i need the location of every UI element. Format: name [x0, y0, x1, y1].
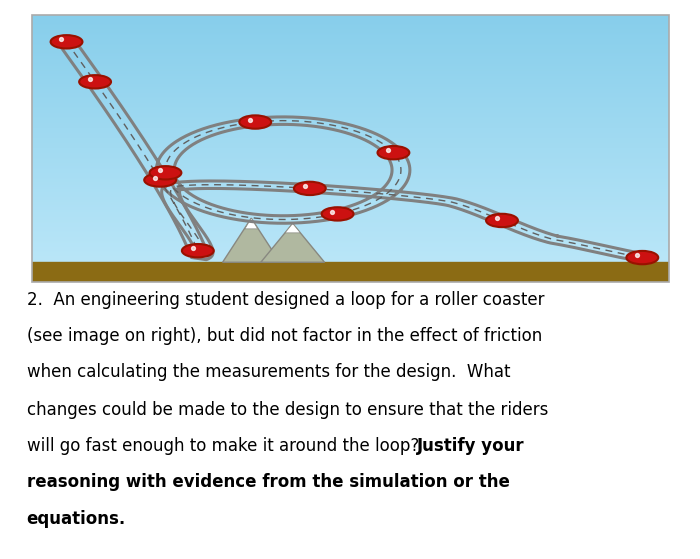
Circle shape [239, 115, 271, 129]
Text: equations.: equations. [27, 510, 126, 528]
Circle shape [322, 207, 354, 221]
Text: when calculating the measurements for the design.  What: when calculating the measurements for th… [27, 363, 510, 381]
Circle shape [79, 75, 111, 88]
Circle shape [377, 146, 409, 159]
Text: 2.  An engineering student designed a loop for a roller coaster: 2. An engineering student designed a loo… [27, 291, 544, 309]
Polygon shape [261, 224, 325, 262]
Circle shape [150, 166, 181, 179]
Circle shape [182, 244, 214, 257]
Bar [32, 262, 668, 282]
Text: changes could be made to the design to ensure that the riders: changes could be made to the design to e… [27, 401, 548, 419]
Circle shape [486, 214, 518, 227]
Text: reasoning with evidence from the simulation or the: reasoning with evidence from the simulat… [27, 473, 510, 491]
Polygon shape [245, 218, 258, 229]
Text: (see image on right), but did not factor in the effect of friction: (see image on right), but did not factor… [27, 327, 542, 345]
Polygon shape [285, 224, 300, 233]
Polygon shape [223, 218, 280, 262]
Circle shape [626, 251, 658, 264]
Circle shape [294, 182, 326, 195]
Text: will go fast enough to make it around the loop?: will go fast enough to make it around th… [27, 437, 429, 455]
Circle shape [50, 35, 83, 49]
Text: Justify your: Justify your [416, 437, 524, 455]
Circle shape [144, 173, 176, 187]
